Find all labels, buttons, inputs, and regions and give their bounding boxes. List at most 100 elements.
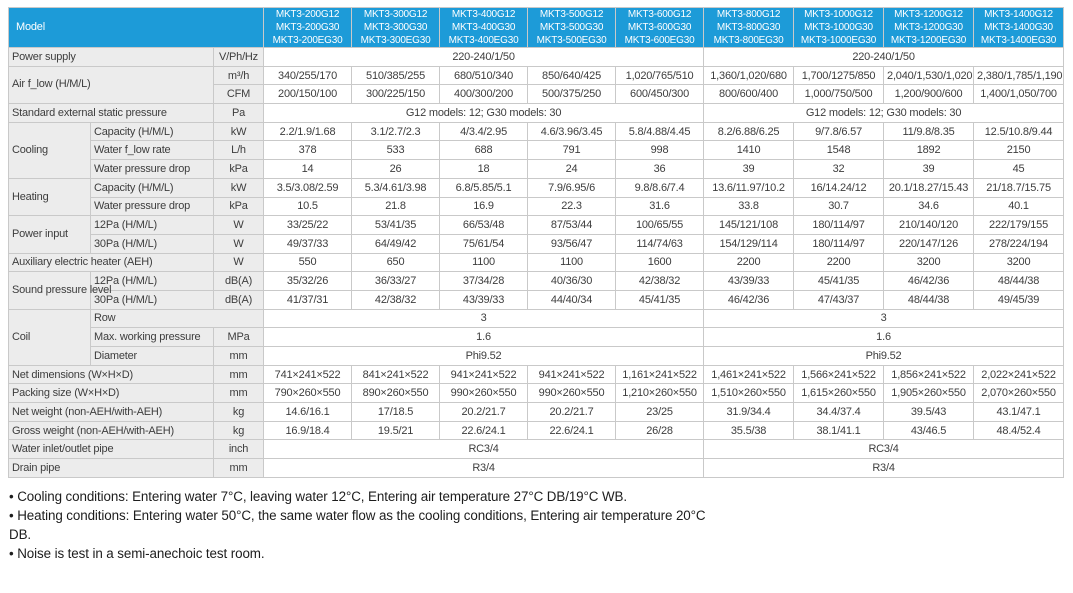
value-cell: 510/385/255 (351, 65, 441, 86)
value-cell: 500/375/250 (527, 84, 617, 105)
value-cell: 4.6/3.96/3.45 (527, 121, 617, 142)
value-cell: 9/7.8/6.57 (793, 121, 885, 142)
value-cell: 688 (439, 140, 529, 161)
value-cell: 48.4/52.4 (973, 420, 1065, 441)
value-cell: 1892 (883, 140, 975, 161)
value-cell: 154/129/114 (703, 233, 795, 254)
model-header-row-tr: Model MKT3-200G12 MKT3-200G30 MKT3-200EG30 M… (7, 7, 1065, 48)
model-header-cell: MKT3-500G12 MKT3-500G30 MKT3-500EG30 (527, 7, 617, 48)
row-label-cell: Auxiliary electric heater (AEH) (8, 252, 214, 273)
value-cell: 36/33/27 (351, 271, 441, 291)
value-cell: 990×260×550 (527, 383, 617, 404)
model-name: MKT3-1000G30 (804, 22, 873, 33)
row-label-cell: Capacity (H/M/L) (90, 121, 214, 142)
merged-value-cell: 3 (703, 308, 1065, 329)
value-cell: 34.4/37.4 (793, 402, 885, 422)
model-header-row: Model MKT3-200G12 MKT3-200G30 MKT3-200EG30 M… (7, 7, 1065, 48)
row-label-cell: Power supply (8, 47, 214, 67)
model-header-cell: MKT3-1200G12 MKT3-1200G30 MKT3-1200EG30 (883, 7, 975, 48)
value-cell: 200/150/100 (263, 84, 353, 105)
model-name: MKT3-1200G30 (894, 22, 963, 33)
row-label-cell: Standard external static pressure (8, 103, 214, 123)
spec-row: Gross weight (non-AEH/with-AEH) kg 16.9/18… (8, 420, 1065, 441)
value-cell: 1,856×241×522 (883, 364, 975, 385)
value-cell: 43/39/33 (439, 289, 529, 310)
value-cell: 20.1/18.27/15.43 (883, 177, 975, 198)
unit-cell: CFM (212, 84, 265, 105)
unit-cell: mm (212, 346, 265, 366)
spec-row: Sound pressure level 12Pa (H/M/L) dB(A) 35/… (8, 271, 1065, 310)
value-cell: 222/179/155 (973, 215, 1065, 235)
value-cell: 35/32/26 (263, 271, 353, 291)
spec-row: 30Pa (H/M/L) dB(A) 41/37/31 42/38/32 43/39/3… (9, 289, 1065, 310)
value-cell: 1600 (615, 252, 705, 273)
spec-row: Heating Capacity (H/M/L) kW 3.5/3.08/2.59 5.… (8, 177, 1065, 217)
value-cell: 3.5/3.08/2.59 (263, 177, 353, 198)
value-cell: 790×260×550 (263, 383, 353, 404)
value-cell: 43.1/47.1 (973, 402, 1065, 422)
model-name: MKT3-400G30 (451, 22, 516, 33)
value-cell: 16/14.24/12 (793, 177, 885, 198)
value-cell: 48/44/38 (973, 271, 1065, 291)
spec-row: Air f_low (H/M/L) m³/h 340/255/170 510/385/… (8, 65, 1065, 105)
value-cell: 66/53/48 (439, 215, 529, 235)
value-cell: 145/121/108 (703, 215, 795, 235)
value-cell: 998 (615, 140, 705, 161)
value-cell: 300/225/150 (351, 84, 441, 105)
note-item: Cooling conditions: Entering water 7°C, … (9, 487, 714, 506)
row-group-cell: Cooling (8, 121, 91, 179)
value-cell: 22.3 (527, 196, 617, 217)
spec-table-body: Power supply V/Ph/Hz 220-240/1/50 220-240/1… (8, 47, 1065, 478)
value-cell: 24 (527, 159, 617, 179)
unit-cell: kW (212, 177, 265, 198)
model-name: MKT3-800G12 (716, 9, 781, 20)
value-cell: 39.5/43 (883, 402, 975, 422)
value-cell: 17/18.5 (351, 402, 441, 422)
merged-value-cell: G12 models: 12; G30 models: 30 (263, 103, 705, 123)
value-cell: 32 (793, 159, 885, 179)
merged-value-cell: R3/4 (263, 458, 705, 478)
value-cell: 180/114/97 (793, 233, 885, 254)
unit-cell: mm (212, 383, 265, 404)
value-cell: 64/49/42 (351, 233, 441, 254)
value-cell: 2150 (973, 140, 1065, 161)
value-cell: 378 (263, 140, 353, 161)
value-cell: 550 (263, 252, 353, 273)
value-cell: 941×241×522 (439, 364, 529, 385)
value-cell: 2,070×260×550 (973, 383, 1065, 404)
row-label-cell: Capacity (H/M/L) (90, 177, 214, 198)
spec-row: Water f_low rate L/h 378 533 688 791 998 1410 15… (9, 140, 1065, 161)
unit-cell: inch (212, 439, 265, 460)
model-name: MKT3-300G12 (363, 9, 428, 20)
model-name: MKT3-600EG30 (624, 35, 695, 46)
value-cell: 14 (263, 159, 353, 179)
row-label-cell: Gross weight (non-AEH/with-AEH) (8, 420, 214, 441)
row-label-cell: Drain pipe (8, 458, 214, 478)
model-name: MKT3-1200EG30 (890, 35, 967, 46)
value-cell: 791 (527, 140, 617, 161)
value-cell: 39 (883, 159, 975, 179)
value-cell: 941×241×522 (527, 364, 617, 385)
note-item: Noise is test in a semi-anechoic test ro… (9, 544, 714, 563)
value-cell: 600/450/300 (615, 84, 705, 105)
spec-row: Packing size (W×H×D) mm 790×260×550 890×260… (8, 383, 1065, 404)
value-cell: 850/640/425 (527, 65, 617, 86)
value-cell: 340/255/170 (263, 65, 353, 86)
row-group-cell: Coil (8, 308, 91, 366)
value-cell: 1,200/900/600 (883, 84, 975, 105)
row-label-cell: Water inlet/outlet pipe (8, 439, 214, 460)
model-name: MKT3-1000EG30 (800, 35, 877, 46)
spec-row: Diameter mm Phi9.52 Phi9.52 (9, 346, 1065, 366)
footnotes: Cooling conditions: Entering water 7°C, … (9, 487, 714, 563)
value-cell: 1,020/765/510 (615, 65, 705, 86)
row-label-cell: Water pressure drop (90, 196, 214, 217)
spec-row: Max. working pressure MPa 1.6 1.6 (9, 327, 1065, 347)
value-cell: 53/41/35 (351, 215, 441, 235)
value-cell: 1,360/1,020/680 (703, 65, 795, 86)
row-label-cell: Packing size (W×H×D) (8, 383, 214, 404)
value-cell: 4/3.4/2.95 (439, 121, 529, 142)
unit-cell: MPa (212, 327, 265, 347)
value-cell: 87/53/44 (527, 215, 617, 235)
row-label-cell: 12Pa (H/M/L) (90, 215, 214, 235)
spec-row: Net dimensions (W×H×D) mm 741×241×522 841×2… (8, 364, 1065, 385)
